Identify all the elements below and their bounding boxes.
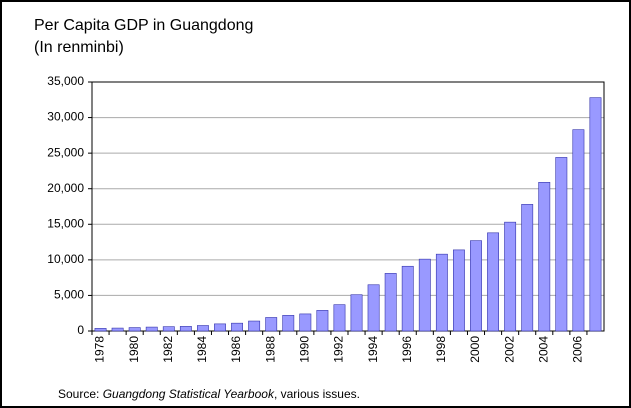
bar [299, 313, 312, 332]
bar [401, 265, 414, 332]
y-tick-label: 15,000 [47, 216, 84, 230]
bar [231, 322, 243, 332]
y-tick-label: 30,000 [47, 110, 84, 124]
y-tick-label: 20,000 [47, 181, 84, 195]
bar [350, 294, 363, 332]
y-tick-label: 5,000 [54, 288, 84, 302]
bar [214, 323, 226, 332]
y-tick-label: 25,000 [47, 145, 84, 159]
bar [179, 326, 192, 332]
x-tick-label: 1978 [93, 336, 107, 363]
bar [418, 258, 431, 332]
chart-subtitle: (In renminbi) [34, 39, 124, 56]
bar [504, 221, 517, 332]
x-tick-label: 1988 [263, 336, 277, 363]
bar [487, 232, 499, 332]
bar [384, 273, 397, 332]
bar [128, 327, 141, 332]
source-suffix: , various issues. [274, 387, 360, 401]
bar [111, 327, 124, 332]
x-tick-label: 2000 [468, 336, 482, 363]
bar [333, 304, 346, 332]
x-tick-label: 2002 [502, 336, 516, 363]
source-prefix: Source: [58, 387, 103, 401]
x-tick-label: 1986 [229, 336, 243, 363]
bar [538, 182, 551, 332]
bar [162, 326, 175, 332]
source-publication: Guangdong Statistical Yearbook [103, 387, 275, 401]
bar [589, 97, 602, 332]
y-tick-label: 10,000 [47, 252, 84, 266]
x-tick-label: 1992 [332, 336, 346, 363]
bar [282, 315, 295, 332]
bar [435, 253, 448, 332]
x-tick-label: 1996 [400, 336, 414, 363]
x-tick-label: 2006 [571, 336, 585, 363]
x-tick-label: 1990 [298, 336, 312, 363]
y-tick-label: 0 [77, 323, 84, 337]
bar [470, 240, 482, 332]
bar [555, 157, 568, 332]
bar [248, 320, 261, 332]
source-note: Source: Guangdong Statistical Yearbook, … [58, 387, 360, 401]
x-tick-label: 1984 [195, 336, 209, 363]
x-tick-label: 2004 [536, 336, 550, 363]
x-tick-label: 1980 [127, 336, 141, 363]
bar [94, 328, 107, 332]
chart-title: Per Capita GDP in Guangdong [34, 17, 253, 34]
bar [521, 204, 534, 332]
x-tick-label: 1994 [366, 336, 380, 363]
bar [453, 249, 465, 332]
x-tick-label: 1998 [434, 336, 448, 363]
bar [145, 326, 158, 332]
bar [197, 325, 209, 332]
bar [265, 317, 278, 332]
bar [572, 129, 585, 332]
x-tick-label: 1982 [161, 336, 175, 363]
y-tick-label: 35,000 [47, 74, 84, 88]
bar [316, 310, 329, 332]
bar [367, 284, 380, 332]
